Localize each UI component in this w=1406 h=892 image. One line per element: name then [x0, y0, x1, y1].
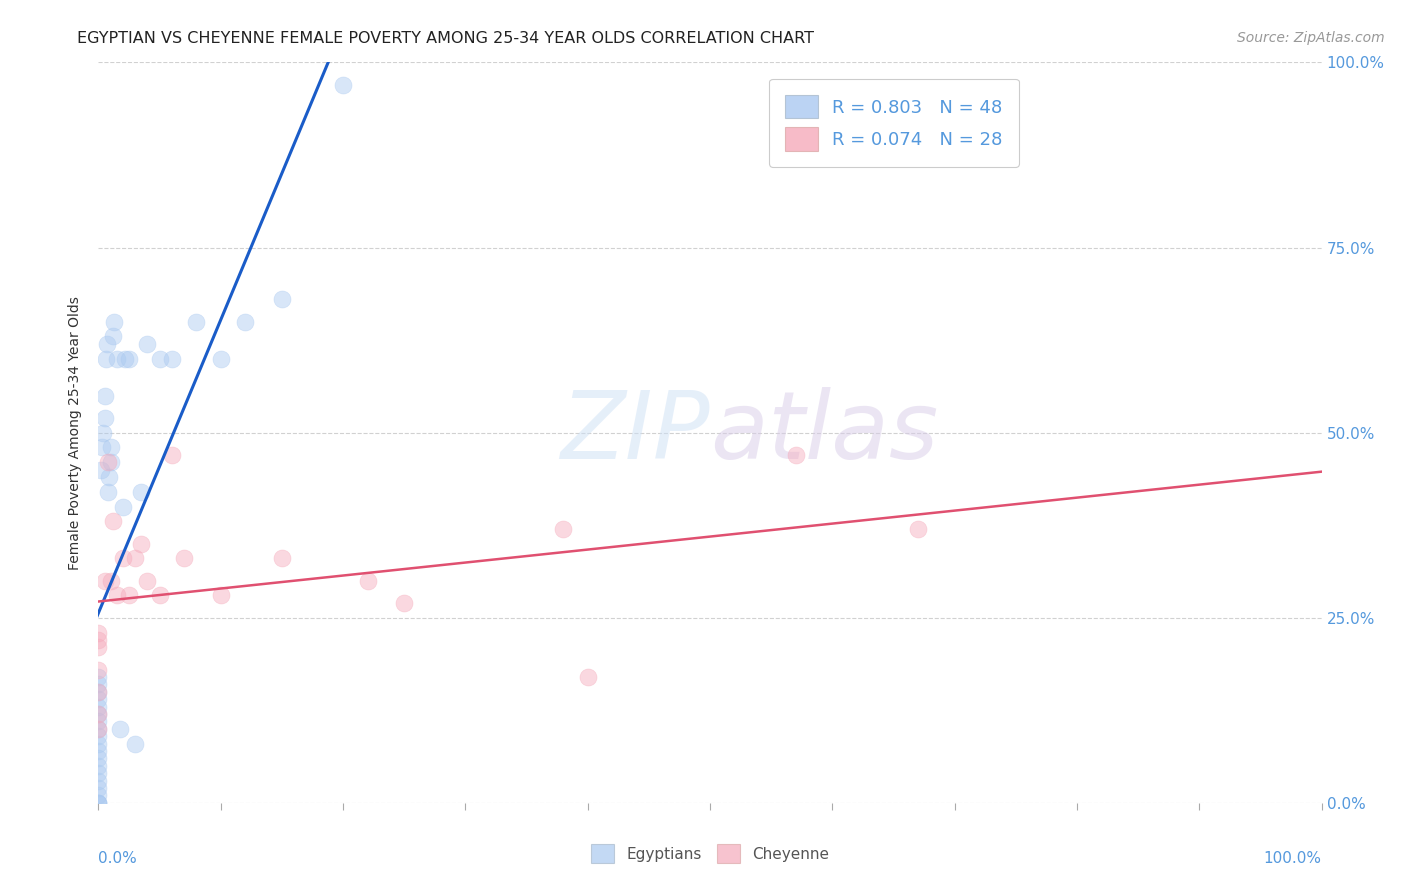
Point: [101, 515, 124, 529]
Point: [576, 670, 599, 684]
Point: [87, 699, 110, 714]
Point: [173, 551, 195, 566]
Point: [87, 714, 110, 729]
Point: [87, 722, 110, 736]
Point: [332, 78, 354, 92]
Point: [129, 536, 152, 550]
Point: [118, 351, 141, 366]
Point: [114, 351, 136, 366]
Point: [93, 410, 115, 425]
Point: [87, 796, 110, 810]
Point: [94, 351, 117, 366]
Point: [105, 351, 128, 366]
Point: [101, 329, 124, 343]
Point: [270, 293, 294, 307]
Point: [186, 314, 208, 328]
Point: [124, 737, 146, 751]
Text: 0.0%: 0.0%: [98, 851, 138, 866]
Point: [96, 336, 118, 351]
Point: [87, 625, 110, 640]
Point: [160, 448, 183, 462]
Point: [93, 574, 115, 588]
Point: [87, 789, 110, 803]
Point: [149, 351, 172, 366]
Point: [100, 574, 122, 588]
Point: [98, 470, 121, 484]
Point: [100, 455, 122, 469]
Point: [87, 780, 110, 795]
Point: [90, 462, 112, 476]
Point: [392, 596, 416, 610]
Point: [105, 589, 128, 603]
Point: [118, 589, 141, 603]
Point: [97, 455, 120, 469]
Point: [87, 758, 110, 772]
Point: [87, 751, 110, 765]
Point: [553, 522, 575, 536]
Point: [110, 722, 132, 736]
Point: [87, 744, 110, 758]
Point: [93, 388, 115, 402]
Point: [111, 551, 134, 566]
Point: [136, 336, 159, 351]
Point: [233, 314, 256, 328]
Point: [136, 574, 159, 588]
Point: [124, 551, 146, 566]
Point: [129, 484, 152, 499]
Legend: Egyptians, Cheyenne: Egyptians, Cheyenne: [585, 838, 835, 869]
Y-axis label: Female Poverty Among 25-34 Year Olds: Female Poverty Among 25-34 Year Olds: [69, 295, 83, 570]
Point: [87, 796, 110, 810]
Point: [785, 448, 807, 462]
Point: [87, 692, 110, 706]
Point: [87, 729, 110, 743]
Point: [209, 351, 232, 366]
Point: [97, 484, 120, 499]
Point: [87, 737, 110, 751]
Text: 100.0%: 100.0%: [1264, 851, 1322, 866]
Point: [160, 351, 183, 366]
Point: [87, 670, 110, 684]
Text: ZIP: ZIP: [561, 387, 710, 478]
Point: [87, 640, 110, 655]
Point: [91, 425, 114, 440]
Point: [87, 773, 110, 788]
Text: EGYPTIAN VS CHEYENNE FEMALE POVERTY AMONG 25-34 YEAR OLDS CORRELATION CHART: EGYPTIAN VS CHEYENNE FEMALE POVERTY AMON…: [77, 31, 814, 46]
Point: [87, 632, 110, 647]
Point: [356, 574, 378, 588]
Text: atlas: atlas: [710, 387, 938, 478]
Point: [907, 522, 929, 536]
Point: [87, 706, 110, 721]
Point: [103, 314, 125, 328]
Point: [270, 551, 294, 566]
Point: [87, 706, 110, 721]
Point: [149, 589, 172, 603]
Point: [209, 589, 232, 603]
Point: [100, 441, 122, 455]
Point: [91, 441, 114, 455]
Point: [111, 500, 134, 514]
Point: [87, 766, 110, 780]
Point: [87, 685, 110, 699]
Text: Source: ZipAtlas.com: Source: ZipAtlas.com: [1237, 31, 1385, 45]
Point: [87, 722, 110, 736]
Point: [87, 677, 110, 691]
Point: [87, 663, 110, 677]
Point: [87, 685, 110, 699]
Point: [87, 796, 110, 810]
